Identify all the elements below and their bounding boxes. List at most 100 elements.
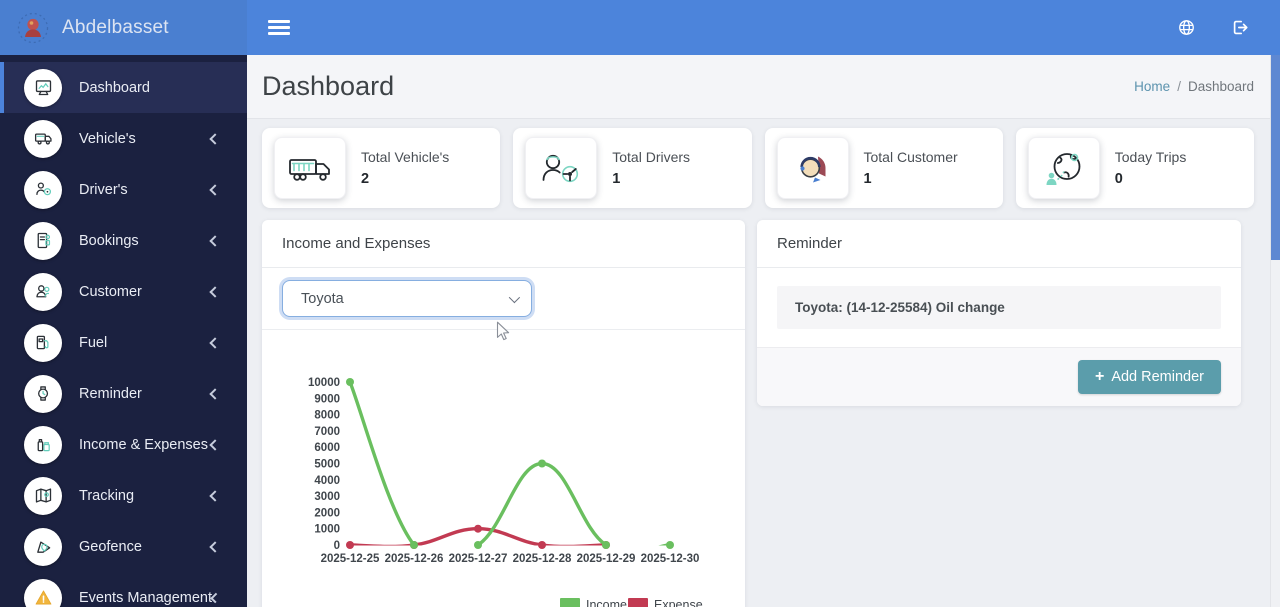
stat-label: Today Trips: [1114, 149, 1187, 165]
logout-icon[interactable]: [1230, 18, 1250, 37]
chevron-left-icon: [209, 132, 221, 145]
svg-text:1000: 1000: [314, 524, 340, 536]
vertical-scrollbar[interactable]: [1270, 55, 1280, 607]
globe-icon[interactable]: [1177, 18, 1196, 37]
series-income-point: [346, 378, 354, 386]
svg-text:2025-12-25: 2025-12-25: [321, 553, 380, 565]
reminder-card: Reminder Toyota: (14-12-25584) Oil chang…: [757, 220, 1241, 406]
svg-text:Income: Income: [586, 598, 627, 607]
reminder-list-item[interactable]: Toyota: (14-12-25584) Oil change: [777, 286, 1221, 329]
svg-text:8000: 8000: [314, 410, 340, 422]
customer-icon: [24, 272, 62, 311]
series-expense-point: [474, 524, 482, 533]
svg-text:2025-12-27: 2025-12-27: [449, 553, 508, 565]
legend-income: Income: [560, 598, 627, 607]
sidebar-item-vehicle-s[interactable]: Vehicle's: [0, 113, 247, 164]
scrollbar-thumb[interactable]: [1271, 55, 1280, 260]
svg-text:9000: 9000: [314, 393, 340, 405]
sidebar-item-label: Bookings: [79, 232, 139, 249]
sidebar-item-driver-s[interactable]: Driver's: [0, 164, 247, 215]
truck-icon: [274, 137, 346, 199]
sidebar-item-label: Reminder: [79, 385, 142, 402]
chevron-left-icon: [209, 336, 221, 349]
chevron-left-icon: [209, 285, 221, 298]
hamburger-menu-icon[interactable]: [268, 17, 290, 38]
sidebar-item-label: Events Management: [79, 589, 212, 606]
trips-icon: [1027, 137, 1100, 199]
svg-text:6000: 6000: [314, 442, 340, 454]
sidebar-item-label: Customer: [79, 283, 142, 300]
sidebar-item-label: Dashboard: [79, 79, 150, 96]
stat-label: Total Drivers: [612, 149, 691, 165]
income-expenses-title: Income and Expenses: [262, 220, 745, 268]
sidebar-item-dashboard[interactable]: Dashboard: [0, 62, 247, 113]
sidebar-item-label: Income & Expenses: [79, 436, 208, 453]
svg-text:Expense: Expense: [654, 598, 703, 607]
bookings-icon: [24, 221, 62, 260]
sidebar-item-fuel[interactable]: Fuel: [0, 317, 247, 368]
geofence-icon: [24, 527, 62, 566]
sidebar-item-events-management[interactable]: Events Management: [0, 572, 247, 607]
chevron-left-icon: [209, 234, 221, 247]
series-income-point: [666, 541, 674, 549]
sidebar-item-geofence[interactable]: Geofence: [0, 521, 247, 572]
plus-icon: +: [1094, 368, 1105, 385]
svg-text:2000: 2000: [314, 507, 340, 519]
stat-label: Total Customer: [863, 149, 958, 165]
reminder-title: Reminder: [757, 220, 1241, 268]
topbar: Abdelbasset: [0, 0, 1280, 55]
series-income-point: [410, 541, 418, 549]
svg-text:2025-12-29: 2025-12-29: [577, 553, 636, 565]
svg-text:5000: 5000: [314, 459, 340, 471]
sidebar-item-reminder[interactable]: Reminder: [0, 368, 247, 419]
stat-card-total-drivers: Total Drivers 1: [513, 128, 752, 208]
legend-expense: Expense: [628, 598, 703, 607]
svg-text:4000: 4000: [314, 475, 340, 487]
person-avatar-icon: [16, 11, 50, 45]
svg-text:2025-12-30: 2025-12-30: [641, 553, 700, 565]
headset-icon: [776, 137, 849, 199]
brand[interactable]: Abdelbasset: [0, 0, 247, 55]
sidebar-item-income-expenses[interactable]: Income & Expenses: [0, 419, 247, 470]
sidebar-item-label: Tracking: [79, 487, 135, 504]
brand-name: Abdelbasset: [62, 16, 169, 38]
sidebar-item-bookings[interactable]: Bookings: [0, 215, 247, 266]
tracking-icon: [24, 476, 62, 515]
svg-text:3000: 3000: [314, 491, 340, 503]
series-expense-point: [346, 541, 354, 549]
chevron-left-icon: [209, 387, 221, 400]
vehicle-select[interactable]: Toyota: [282, 280, 532, 317]
sidebar-item-customer[interactable]: Customer: [0, 266, 247, 317]
stat-value: 0: [1114, 171, 1123, 187]
series-expense-point: [538, 541, 546, 549]
svg-text:10000: 10000: [308, 377, 340, 389]
vehicle-select-value: Toyota: [301, 290, 344, 307]
breadcrumb-home-link[interactable]: Home: [1134, 79, 1171, 94]
line-chart: 0 1000 2000 3000 4000 5000 6000 7000 8000 9000 100…: [308, 377, 703, 607]
sidebar-item-label: Driver's: [79, 181, 128, 198]
stat-card-total-customer: Total Customer 1: [764, 128, 1003, 208]
page-header: Dashboard Home / Dashboard: [247, 55, 1270, 119]
page-title: Dashboard: [262, 71, 395, 101]
series-income-point: [474, 541, 482, 549]
reminder-list: Toyota: (14-12-25584) Oil change: [757, 268, 1241, 347]
sidebar-item-tracking[interactable]: Tracking: [0, 470, 247, 521]
stat-value: 2: [361, 171, 370, 187]
stat-value: 1: [612, 171, 621, 187]
breadcrumb-current: Dashboard: [1187, 79, 1254, 94]
vehicle-icon: [24, 119, 62, 158]
sidebar-item-label: Fuel: [79, 334, 108, 351]
add-reminder-button[interactable]: + Add Reminder: [1077, 360, 1221, 394]
chevron-left-icon: [209, 540, 221, 553]
stat-card-today-trips: Today Trips 0: [1015, 128, 1254, 208]
events-icon: [24, 578, 62, 607]
income-expenses-card: Income and Expenses Toyota 0 1000 2000 3000…: [262, 220, 745, 607]
breadcrumb: Home / Dashboard: [1134, 79, 1254, 94]
series-income-point: [538, 459, 546, 468]
svg-text:7000: 7000: [314, 426, 340, 438]
chevron-down-icon: [508, 291, 521, 303]
sidebar-item-label: Vehicle's: [79, 130, 136, 147]
svg-text:2025-12-26: 2025-12-26: [385, 553, 444, 565]
income-expenses-chart: 0 1000 2000 3000 4000 5000 6000 7000 8000 9000 100…: [262, 330, 745, 607]
main-content: Dashboard Home / Dashboard Total Vehicle…: [247, 55, 1270, 607]
